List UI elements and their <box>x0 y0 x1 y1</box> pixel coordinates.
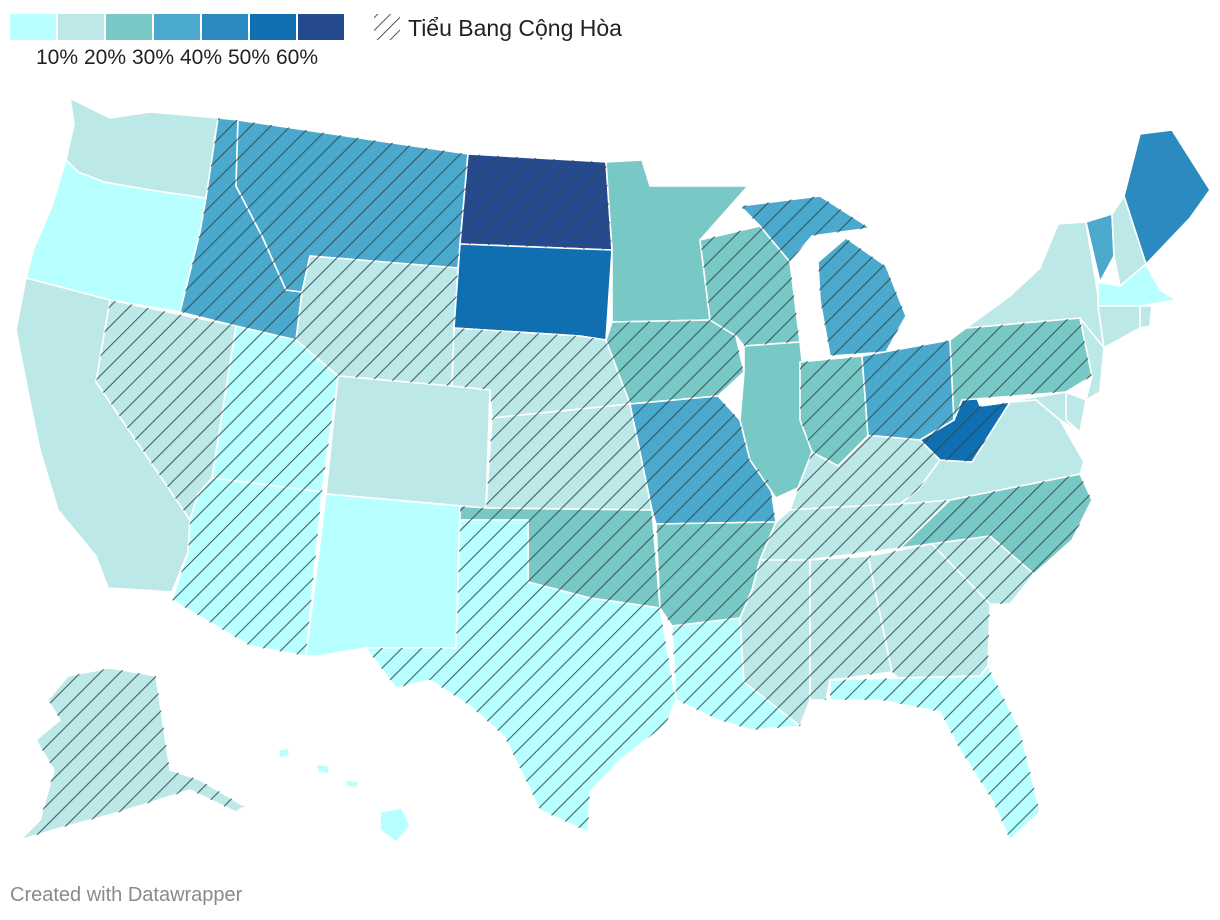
state-hi[interactable] <box>277 747 411 843</box>
republican-swatch <box>374 14 400 40</box>
state-sd[interactable] <box>453 243 613 341</box>
legend-bin-6 <box>298 14 344 40</box>
state-oh[interactable] <box>861 339 955 441</box>
state-co[interactable] <box>325 375 491 509</box>
legend-tick-2: 30% <box>132 46 174 69</box>
state-ct[interactable] <box>1097 305 1141 349</box>
state-me[interactable] <box>1123 129 1211 265</box>
state-ia[interactable] <box>605 319 745 405</box>
legend-bin-4 <box>202 14 248 40</box>
republican-legend: Tiểu Bang Cộng Hòa <box>374 14 622 41</box>
legend-bin-5 <box>250 14 296 40</box>
state-nd[interactable] <box>459 153 613 251</box>
legend-bin-3 <box>154 14 200 40</box>
legend-tick-3: 40% <box>180 46 222 69</box>
legend-tick-4: 50% <box>228 46 270 69</box>
legend-bin-1 <box>58 14 104 40</box>
state-fl[interactable] <box>829 665 1041 841</box>
legend-tick-1: 20% <box>84 46 126 69</box>
legend: 10% 20% 30% 40% 50% 60% Tiểu Bang Cộng Hòa <box>10 12 670 72</box>
legend-tick-5: 60% <box>276 46 318 69</box>
legend-tick-0: 10% <box>36 46 78 69</box>
republican-label: Tiểu Bang Cộng Hòa <box>408 15 622 41</box>
state-nm[interactable] <box>305 493 461 657</box>
legend-graphic: 10% 20% 30% 40% 50% 60% Tiểu Bang Cộng Hòa <box>10 14 622 69</box>
state-ri[interactable] <box>1139 305 1153 329</box>
legend-bin-0 <box>10 14 56 40</box>
datawrapper-credit: Created with Datawrapper <box>10 884 243 906</box>
state-ak[interactable] <box>19 667 245 841</box>
state-ks[interactable] <box>485 403 653 511</box>
legend-bin-2 <box>106 14 152 40</box>
state-az[interactable] <box>171 477 323 657</box>
